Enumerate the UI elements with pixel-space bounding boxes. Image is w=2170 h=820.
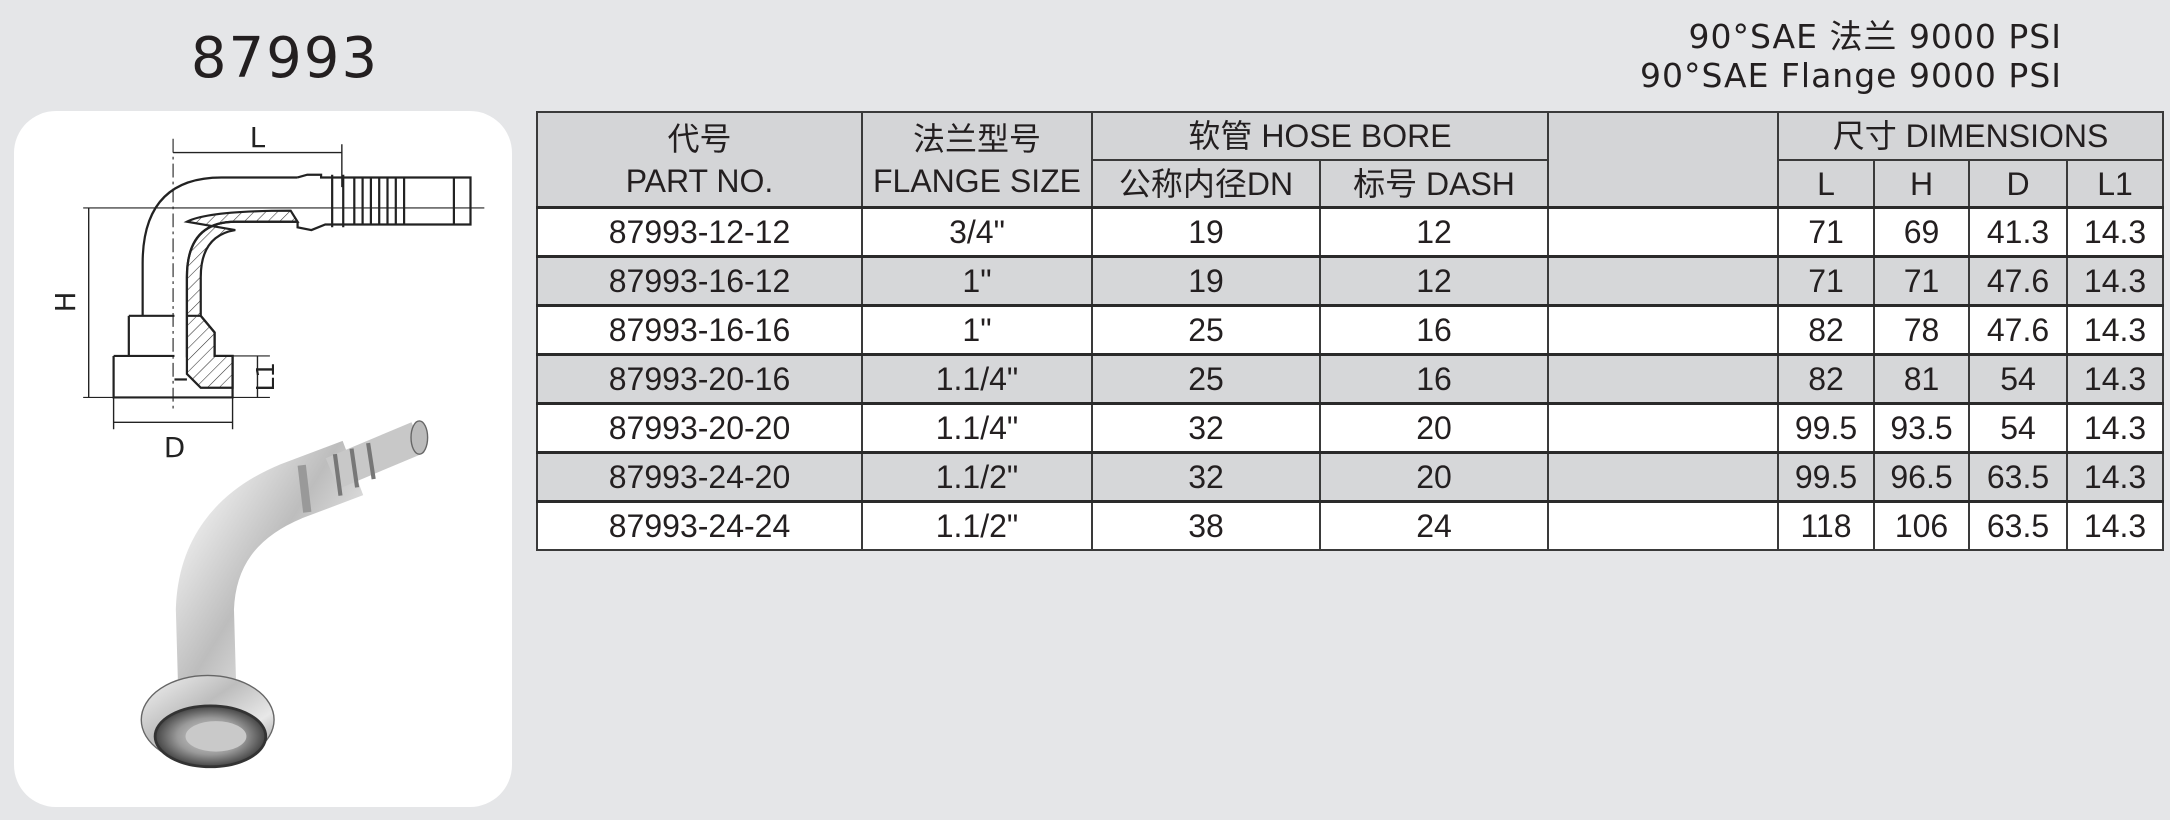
cell-d: 41.3 — [1968, 206, 2069, 258]
cell-l1: 14.3 — [2066, 451, 2165, 503]
cell-h: 96.5 — [1873, 451, 1971, 503]
header-part-cn: 代号 — [667, 120, 732, 157]
cell-dash: 20 — [1318, 451, 1550, 503]
header-blank — [1547, 111, 1780, 209]
cell-d: 54 — [1968, 402, 2069, 454]
cell-l: 82 — [1777, 353, 1876, 405]
cell-flange: 1" — [861, 255, 1093, 307]
dim-label-L1: L1 — [251, 362, 280, 392]
cell-l1: 14.3 — [2066, 353, 2165, 405]
cell-blank — [1547, 500, 1780, 551]
spec-chinese: 90°SAE 法兰 9000 PSI — [1688, 17, 2062, 56]
cell-part: 87993-16-12 — [536, 255, 863, 307]
cell-part: 87993-24-24 — [536, 500, 863, 551]
cell-flange: 1.1/4" — [861, 402, 1093, 454]
header-hose-bore: 软管 HOSE BORE — [1090, 111, 1550, 161]
cell-flange: 1.1/4" — [861, 353, 1093, 405]
cell-l: 118 — [1777, 500, 1876, 551]
cell-part: 87993-20-16 — [536, 353, 863, 405]
cell-d: 63.5 — [1968, 451, 2069, 503]
cell-d: 47.6 — [1968, 304, 2069, 356]
elbow-cross-section — [83, 138, 485, 430]
cell-d: 47.6 — [1968, 255, 2069, 307]
cell-blank — [1547, 206, 1780, 258]
cell-l1: 14.3 — [2066, 206, 2165, 258]
cell-dash: 20 — [1318, 402, 1550, 454]
table-row: 87993-12-12 3/4" 19 12 71 69 41.3 14.3 — [536, 206, 2165, 258]
header-H: H — [1873, 159, 1971, 209]
cell-l: 99.5 — [1777, 402, 1876, 454]
specification-table: 代号 PART NO. 法兰型号 FLANGE SIZE 软管 HOSE BOR… — [536, 111, 2165, 551]
dim-label-L: L — [250, 121, 266, 154]
cell-flange: 3/4" — [861, 206, 1093, 258]
cell-dn: 38 — [1091, 500, 1321, 551]
cell-dash: 12 — [1318, 255, 1550, 307]
cell-dash: 16 — [1318, 304, 1550, 356]
header-dimensions: 尺寸 DIMENSIONS — [1777, 111, 2165, 161]
cell-part: 87993-12-12 — [536, 206, 863, 258]
cell-part: 87993-24-20 — [536, 451, 863, 503]
cell-flange: 1.1/2" — [861, 451, 1093, 503]
header-dn: 公称内径DN — [1091, 159, 1321, 209]
table-row: 87993-20-20 1.1/4" 32 20 99.5 93.5 54 14.3 — [536, 402, 2165, 454]
model-number-title: 87993 — [190, 26, 380, 91]
cell-l: 99.5 — [1777, 451, 1876, 503]
cell-dn: 32 — [1091, 402, 1321, 454]
header-L: L — [1777, 159, 1876, 209]
cell-dash: 16 — [1318, 353, 1550, 405]
dim-label-H: H — [49, 292, 82, 313]
cell-dn: 25 — [1091, 353, 1321, 405]
cell-dash: 24 — [1318, 500, 1550, 551]
cell-blank — [1547, 255, 1780, 307]
cell-l1: 14.3 — [2066, 255, 2165, 307]
cell-flange: 1" — [861, 304, 1093, 356]
cell-blank — [1547, 402, 1780, 454]
table-row: 87993-16-12 1" 19 12 71 71 47.6 14.3 — [536, 255, 2165, 307]
header-L1: L1 — [2066, 159, 2165, 209]
cell-l: 71 — [1777, 255, 1876, 307]
cell-h: 71 — [1873, 255, 1971, 307]
cell-h: 78 — [1873, 304, 1971, 356]
cell-dash: 12 — [1318, 206, 1550, 258]
table-row: 87993-24-24 1.1/2" 38 24 118 106 63.5 14.3 — [536, 500, 2165, 551]
header-flange-en: FLANGE SIZE — [872, 162, 1082, 199]
cell-h: 69 — [1873, 206, 1971, 258]
table-row: 87993-16-16 1" 25 16 82 78 47.6 14.3 — [536, 304, 2165, 356]
cell-blank — [1547, 304, 1780, 356]
technical-drawing: L H L1 D — [49, 121, 485, 769]
product-image-panel: L H L1 D — [14, 111, 512, 807]
header-flange-cn: 法兰型号 — [912, 120, 1041, 157]
cell-blank — [1547, 451, 1780, 503]
dim-label-D: D — [164, 431, 185, 464]
table-row: 87993-24-20 1.1/2" 32 20 99.5 96.5 63.5 14.3 — [536, 451, 2165, 503]
cell-dn: 19 — [1091, 255, 1321, 307]
cell-part: 87993-20-20 — [536, 402, 863, 454]
fitting-photo — [140, 420, 429, 769]
header-part-no: 代号 PART NO. — [536, 111, 863, 209]
spec-english: 90°SAE Flange 9000 PSI — [1639, 56, 2062, 95]
cell-h: 93.5 — [1873, 402, 1971, 454]
cell-dn: 19 — [1091, 206, 1321, 258]
header-D: D — [1968, 159, 2069, 209]
cell-d: 63.5 — [1968, 500, 2069, 551]
table-row: 87993-20-16 1.1/4" 25 16 82 81 54 14.3 — [536, 353, 2165, 405]
cell-dn: 25 — [1091, 304, 1321, 356]
cell-l: 71 — [1777, 206, 1876, 258]
cell-l1: 14.3 — [2066, 402, 2165, 454]
cell-dn: 32 — [1091, 451, 1321, 503]
cell-h: 106 — [1873, 500, 1971, 551]
header-flange-size: 法兰型号 FLANGE SIZE — [861, 111, 1093, 209]
cell-blank — [1547, 353, 1780, 405]
cell-h: 81 — [1873, 353, 1971, 405]
cell-part: 87993-16-16 — [536, 304, 863, 356]
cell-d: 54 — [1968, 353, 2069, 405]
header-dash: 标号 DASH — [1318, 159, 1550, 209]
cell-flange: 1.1/2" — [861, 500, 1093, 551]
cell-l1: 14.3 — [2066, 304, 2165, 356]
header-part-en: PART NO. — [625, 162, 774, 199]
cell-l1: 14.3 — [2066, 500, 2165, 551]
cell-l: 82 — [1777, 304, 1876, 356]
